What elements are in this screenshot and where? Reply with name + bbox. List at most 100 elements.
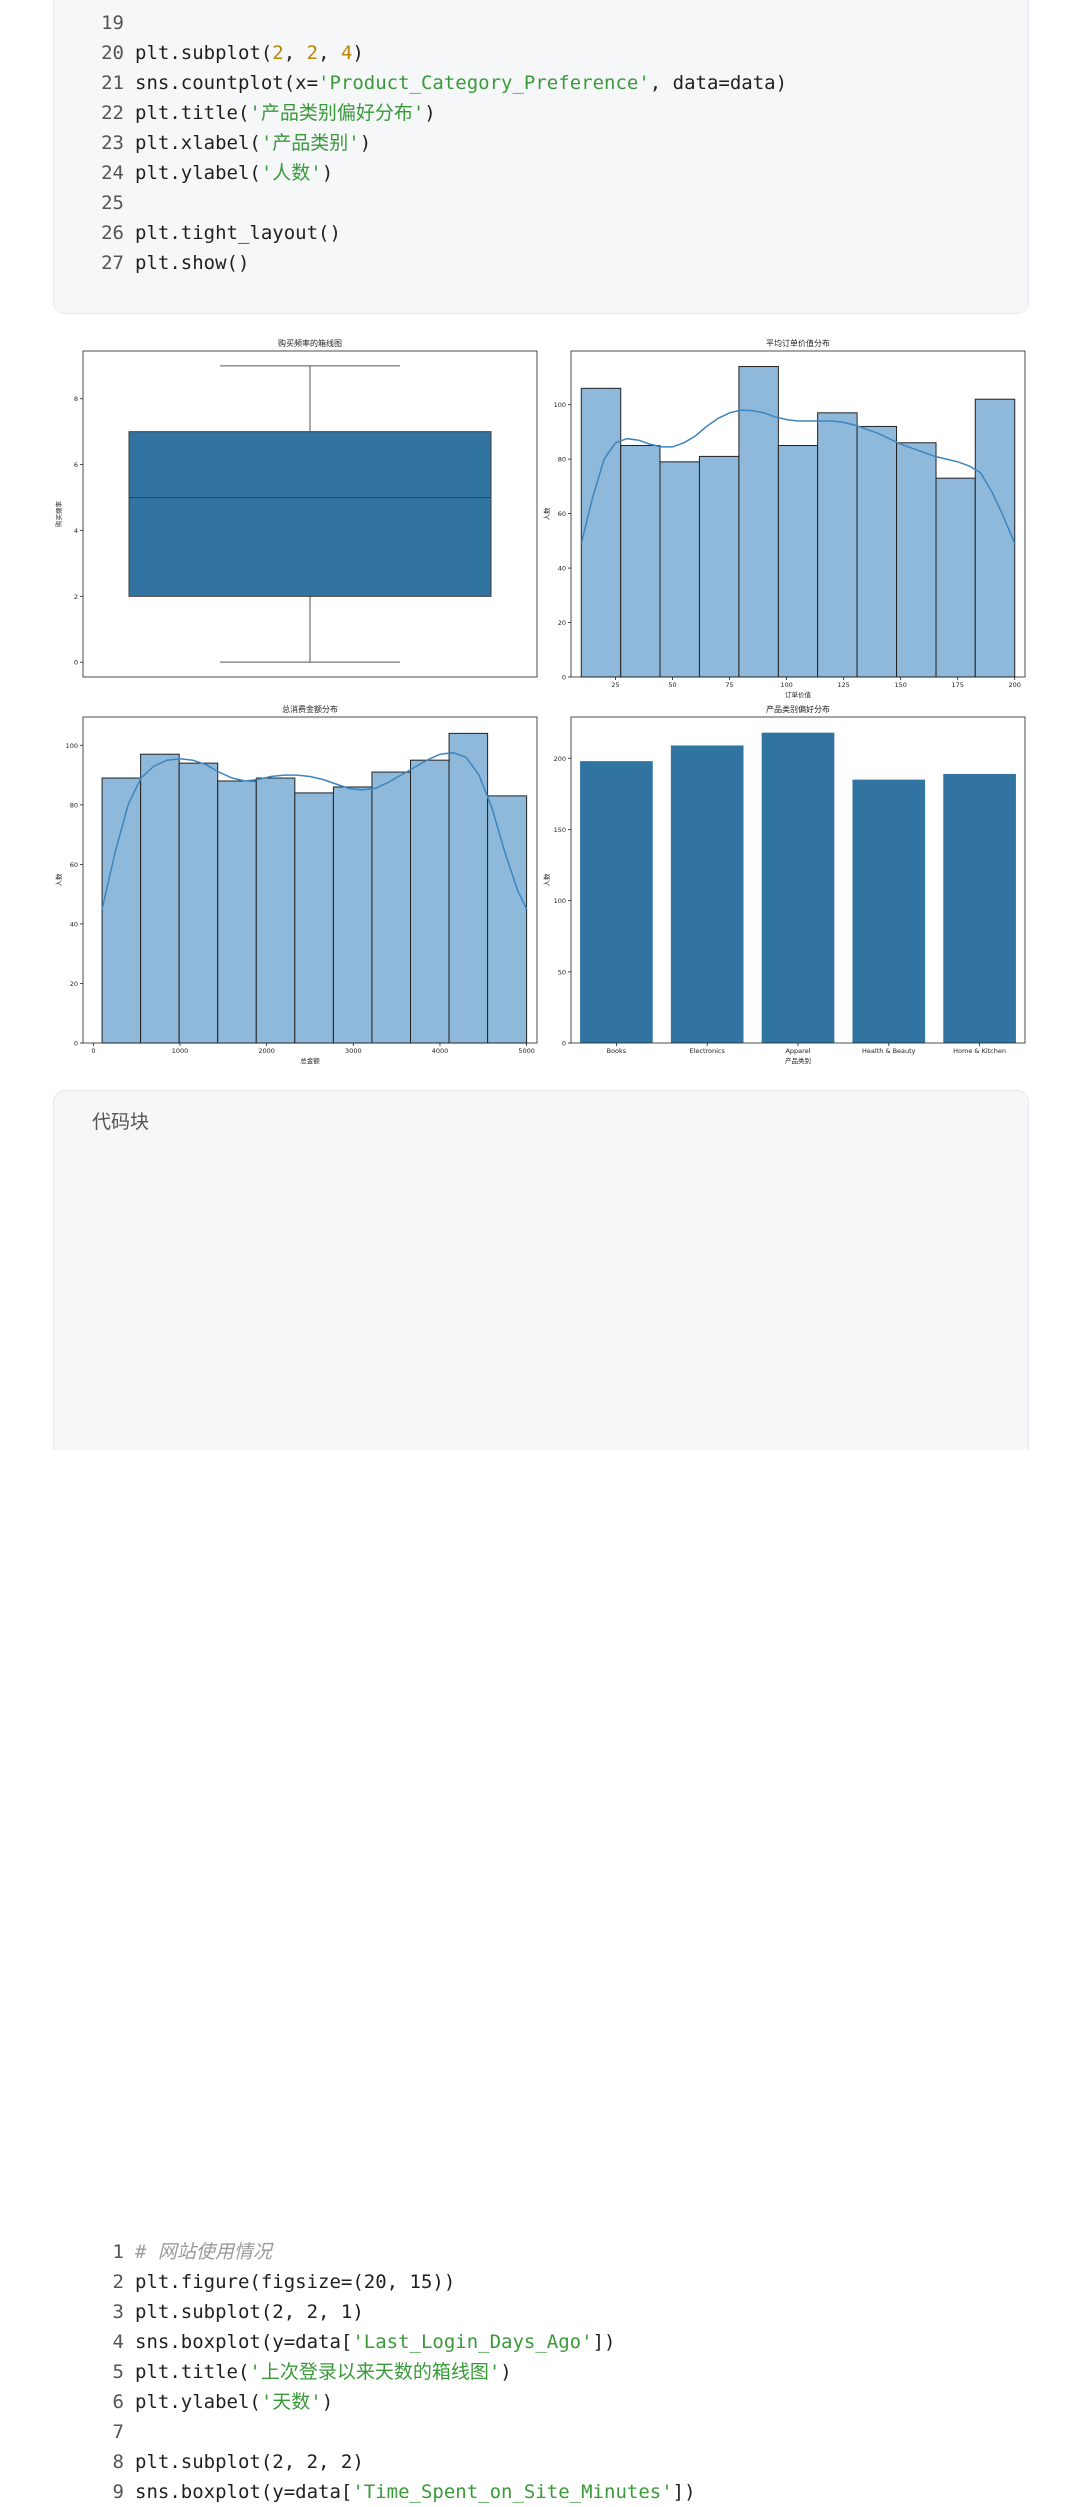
chart-title: 总消费金额分布 xyxy=(282,704,338,714)
chart-title: 平均订单价值分布 xyxy=(766,338,830,348)
y-tick-label: 100 xyxy=(66,742,78,750)
y-tick-label: 80 xyxy=(558,456,566,464)
hist-bar xyxy=(856,425,898,678)
y-tick-label: 200 xyxy=(554,755,566,763)
axes-frame xyxy=(570,716,1026,1044)
hist-bar xyxy=(974,398,1016,678)
code-token: plt.subplot(2, 2, 2) xyxy=(135,2451,364,2473)
code-token: 2 xyxy=(306,42,319,64)
code-line: 27 plt.show() xyxy=(54,248,1028,278)
line-number: 4 xyxy=(112,2331,124,2353)
hist-bar xyxy=(178,762,219,1044)
code-token: plt.xlabel( xyxy=(135,132,261,154)
hist-bar xyxy=(620,445,661,678)
code-text: sns.boxplot(y=data['Last_Login_Days_Ago'… xyxy=(135,2327,615,2357)
x-tick-label: 75 xyxy=(725,681,733,689)
y-tick-label: 60 xyxy=(558,510,566,518)
code-block-title: 代码块 xyxy=(92,1111,150,1133)
line-number: 20 xyxy=(101,42,124,64)
code-line: 4 sns.boxplot(y=data['Last_Login_Days_Ago… xyxy=(54,2327,1028,2357)
hist-bar xyxy=(777,445,819,678)
code-text: plt.subplot(2, 2, 2) xyxy=(135,2447,364,2477)
x-tick-label: Apparel xyxy=(785,1047,810,1055)
code-token: plt.subplot(2, 2, 1) xyxy=(135,2301,364,2323)
hist-bar xyxy=(448,732,489,1044)
code-text: plt.figure(figsize=(20, 15)) xyxy=(135,2267,455,2297)
code-text: plt.ylabel('天数') xyxy=(135,2387,333,2417)
code-line: 25 xyxy=(54,188,1028,218)
x-tick-label: Books xyxy=(607,1047,627,1055)
hist-bar xyxy=(487,795,528,1044)
line-number: 8 xyxy=(112,2451,124,2473)
code-token: # 网站使用情况 xyxy=(135,2241,272,2263)
line-number: 2 xyxy=(112,2271,124,2293)
hist-bar xyxy=(140,753,180,1044)
code-text: plt.xlabel('产品类别') xyxy=(135,128,371,158)
code-token: , xyxy=(283,42,307,64)
x-axis-label: 订单价值 xyxy=(785,690,812,699)
y-tick-label: 2 xyxy=(74,593,78,601)
code-token: ) xyxy=(359,132,372,154)
code-line: 21 sns.countplot(x='Product_Category_Pref… xyxy=(54,68,1028,98)
y-tick-label: 6 xyxy=(74,461,78,469)
hist-bar xyxy=(101,777,142,1044)
code-text: plt.tight_layout() xyxy=(135,218,341,248)
line-number: 22 xyxy=(101,102,124,124)
code-token: plt.show() xyxy=(135,252,250,274)
code-token: plt.figure(figsize=(20, 15)) xyxy=(135,2271,456,2293)
code-token: 2 xyxy=(272,42,284,64)
code-line: 20 plt.subplot(2, 2, 4) xyxy=(54,38,1028,68)
y-tick-label: 8 xyxy=(74,395,78,403)
code-token: 'Product_Category_Preference' xyxy=(318,72,650,94)
hist-bar xyxy=(580,387,622,678)
x-tick-label: 50 xyxy=(668,681,676,689)
code-text: plt.title('上次登录以来天数的箱线图') xyxy=(135,2357,512,2387)
hist-bar xyxy=(698,455,740,678)
x-tick-label: Electronics xyxy=(689,1047,725,1055)
y-tick-label: 0 xyxy=(562,674,566,682)
code-line: 22 plt.title('产品类别偏好分布') xyxy=(54,98,1028,128)
line-number: 27 xyxy=(101,252,124,274)
code-line: 24 plt.ylabel('人数') xyxy=(54,158,1028,188)
line-number: 5 xyxy=(112,2361,124,2383)
y-tick-label: 0 xyxy=(74,1040,78,1048)
x-tick-label: 200 xyxy=(1009,681,1021,689)
code-token: ) xyxy=(500,2361,512,2383)
code-line: 1 # 网站使用情况 xyxy=(54,2237,1028,2267)
code-text: plt.show() xyxy=(135,248,249,278)
code-token: ) xyxy=(321,162,334,184)
x-tick-label: 1000 xyxy=(172,1047,189,1055)
code-token: plt.ylabel( xyxy=(135,2391,261,2413)
x-axis-label: 总金额 xyxy=(300,1056,320,1065)
line-number: 25 xyxy=(101,192,124,214)
line-number: 21 xyxy=(101,72,124,94)
count-bar xyxy=(670,745,744,1043)
y-tick-label: 20 xyxy=(70,980,78,988)
code-token: ) xyxy=(352,42,364,64)
x-tick-label: 2000 xyxy=(258,1047,275,1055)
code-token: ) xyxy=(321,2391,334,2413)
x-tick-label: Home & Kitchen xyxy=(953,1047,1006,1055)
code-token: 'Time_Spent_on_Site_Minutes' xyxy=(352,2481,673,2503)
y-tick-label: 40 xyxy=(558,565,566,573)
y-tick-label: 0 xyxy=(562,1040,566,1048)
x-tick-label: 4000 xyxy=(432,1047,449,1055)
hist-bar xyxy=(935,477,976,678)
y-axis-label: 人数 xyxy=(54,873,63,887)
hist-bar xyxy=(371,771,412,1044)
line-number: 26 xyxy=(101,222,124,244)
y-tick-label: 100 xyxy=(554,897,566,905)
hist-bar xyxy=(255,777,296,1044)
code-line: 6 plt.ylabel('天数') xyxy=(54,2387,1028,2417)
code-token: sns.countplot(x= xyxy=(135,72,319,94)
code-line: 8 plt.subplot(2, 2, 2) xyxy=(54,2447,1028,2477)
code-token: '产品类别' xyxy=(260,132,360,154)
hist-bar xyxy=(332,786,373,1044)
x-tick-label: Health & Beauty xyxy=(862,1047,916,1055)
y-axis-label: 购买频率 xyxy=(54,501,63,528)
code-line: 3 plt.subplot(2, 2, 1) xyxy=(54,2297,1028,2327)
code-line: 7 xyxy=(54,2417,1028,2447)
hist-bar xyxy=(410,759,450,1044)
chart-title: 产品类别偏好分布 xyxy=(766,704,830,714)
kde-line xyxy=(580,409,1016,544)
